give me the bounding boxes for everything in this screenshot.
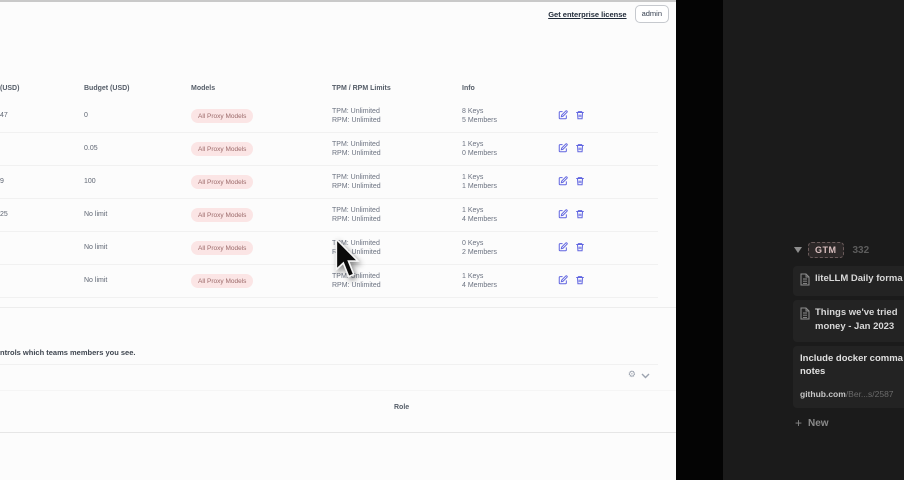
edit-icon[interactable]: [558, 176, 568, 186]
team-row: 0.05 All Proxy Models TPM: Unlimited RPM:…: [0, 133, 658, 166]
plus-icon: +: [795, 416, 803, 430]
note-title: Things we've tried money - Jan 2023: [815, 307, 898, 332]
row-actions: [558, 143, 585, 153]
models-badge: All Proxy Models: [191, 109, 254, 123]
edit-icon[interactable]: [558, 209, 568, 219]
delete-icon[interactable]: [575, 110, 585, 120]
info-value: 8 Keys 5 Members: [462, 108, 498, 124]
col-tpm-rpm: TPM / RPM Limits: [332, 85, 391, 92]
delete-icon[interactable]: [575, 176, 585, 186]
window-gap: [676, 0, 723, 480]
models-badge: All Proxy Models: [191, 274, 254, 288]
chevron-down-icon[interactable]: [641, 373, 650, 379]
delete-icon[interactable]: [575, 242, 585, 252]
delete-icon[interactable]: [575, 143, 585, 153]
info-value: 1 Keys 1 Members: [462, 174, 498, 190]
col-models: Models: [191, 85, 216, 92]
collapse-triangle-icon[interactable]: [794, 247, 802, 253]
col-info: Info: [462, 85, 475, 92]
teams-table-body: 47 0 All Proxy Models TPM: Unlimited RPM:…: [0, 100, 658, 298]
edit-icon[interactable]: [558, 143, 568, 153]
row-actions: [558, 209, 585, 219]
edit-icon[interactable]: [558, 275, 568, 285]
tpm-rpm-value: TPM: Unlimited RPM: Unlimited: [332, 141, 381, 157]
group-header: GTM 332: [794, 240, 904, 260]
models-badge: All Proxy Models: [191, 142, 254, 156]
budget-value: 0: [84, 112, 88, 119]
note-card[interactable]: liteLLM Daily forma: [793, 266, 904, 296]
col-budget: Budget (USD): [84, 85, 130, 92]
view-description: ntrols which teams members you see.: [0, 348, 136, 357]
page-icon: [800, 307, 810, 320]
edit-icon[interactable]: [558, 110, 568, 120]
section-divider: [0, 307, 676, 308]
topbar: Get enterprise license admin: [548, 4, 669, 24]
info-value: 1 Keys 4 Members: [462, 207, 498, 223]
row-actions: [558, 110, 585, 120]
delete-icon[interactable]: [575, 209, 585, 219]
spend-value: 47: [0, 112, 8, 119]
team-row: 25 No limit All Proxy Models TPM: Unlimi…: [0, 199, 658, 232]
team-row: No limit All Proxy Models TPM: Unlimited…: [0, 232, 658, 265]
edit-icon[interactable]: [558, 242, 568, 252]
models-badge: All Proxy Models: [191, 175, 254, 189]
budget-value: No limit: [84, 244, 108, 251]
models-badge: All Proxy Models: [191, 208, 254, 222]
info-value: 1 Keys 4 Members: [462, 273, 498, 289]
enterprise-license-link[interactable]: Get enterprise license: [548, 9, 627, 19]
litellm-admin-main: Get enterprise license admin (USD) Budge…: [0, 0, 676, 480]
tpm-rpm-value: TPM: Unlimited RPM: Unlimited: [332, 174, 381, 190]
top-border: [0, 0, 676, 2]
info-value: 1 Keys 0 Members: [462, 141, 498, 157]
note-title: Include docker comma notes: [800, 353, 903, 377]
spend-value: 25: [0, 211, 8, 218]
budget-value: No limit: [84, 211, 108, 218]
github-link[interactable]: github.com/Ber...s/2587: [800, 389, 894, 399]
col-spend: (USD): [0, 85, 20, 92]
team-row: No limit All Proxy Models TPM: Unlimited…: [0, 265, 658, 298]
col-role: Role: [394, 404, 410, 411]
row-actions: [558, 176, 585, 186]
tpm-rpm-value: TPM: Unlimited RPM: Unlimited: [332, 273, 381, 289]
page-icon: [800, 273, 810, 286]
row-actions: [558, 275, 585, 285]
note-title: liteLLM Daily forma: [815, 273, 903, 284]
budget-value: No limit: [84, 277, 108, 284]
panel-settings-row: ⚙: [0, 364, 658, 390]
gear-icon[interactable]: ⚙: [627, 369, 636, 379]
note-card[interactable]: Include docker comma notes github.com/Ber…: [793, 346, 904, 408]
row-actions: [558, 242, 585, 252]
note-card[interactable]: Things we've tried money - Jan 2023: [793, 300, 904, 342]
notes-side-panel: GTM 332 liteLLM Daily forma Things we've…: [723, 0, 904, 480]
group-tag[interactable]: GTM: [808, 242, 844, 258]
new-note-button[interactable]: + New: [795, 416, 829, 430]
admin-user-button[interactable]: admin: [634, 5, 669, 23]
team-row: 47 0 All Proxy Models TPM: Unlimited RPM:…: [0, 100, 658, 133]
models-badge: All Proxy Models: [191, 241, 254, 255]
info-value: 0 Keys 2 Members: [462, 240, 498, 256]
group-count: 332: [852, 244, 870, 256]
tpm-rpm-value: TPM: Unlimited RPM: Unlimited: [332, 240, 381, 256]
teams-table-header: (USD) Budget (USD) Models TPM / RPM Limi…: [0, 82, 658, 100]
budget-value: 0.05: [84, 145, 98, 152]
members-table-header: Role: [0, 390, 676, 433]
tpm-rpm-value: TPM: Unlimited RPM: Unlimited: [332, 108, 381, 124]
delete-icon[interactable]: [575, 275, 585, 285]
team-row: 9 100 All Proxy Models TPM: Unlimited RPM…: [0, 166, 658, 199]
tpm-rpm-value: TPM: Unlimited RPM: Unlimited: [332, 207, 381, 223]
budget-value: 100: [84, 178, 96, 185]
spend-value: 9: [0, 178, 4, 185]
